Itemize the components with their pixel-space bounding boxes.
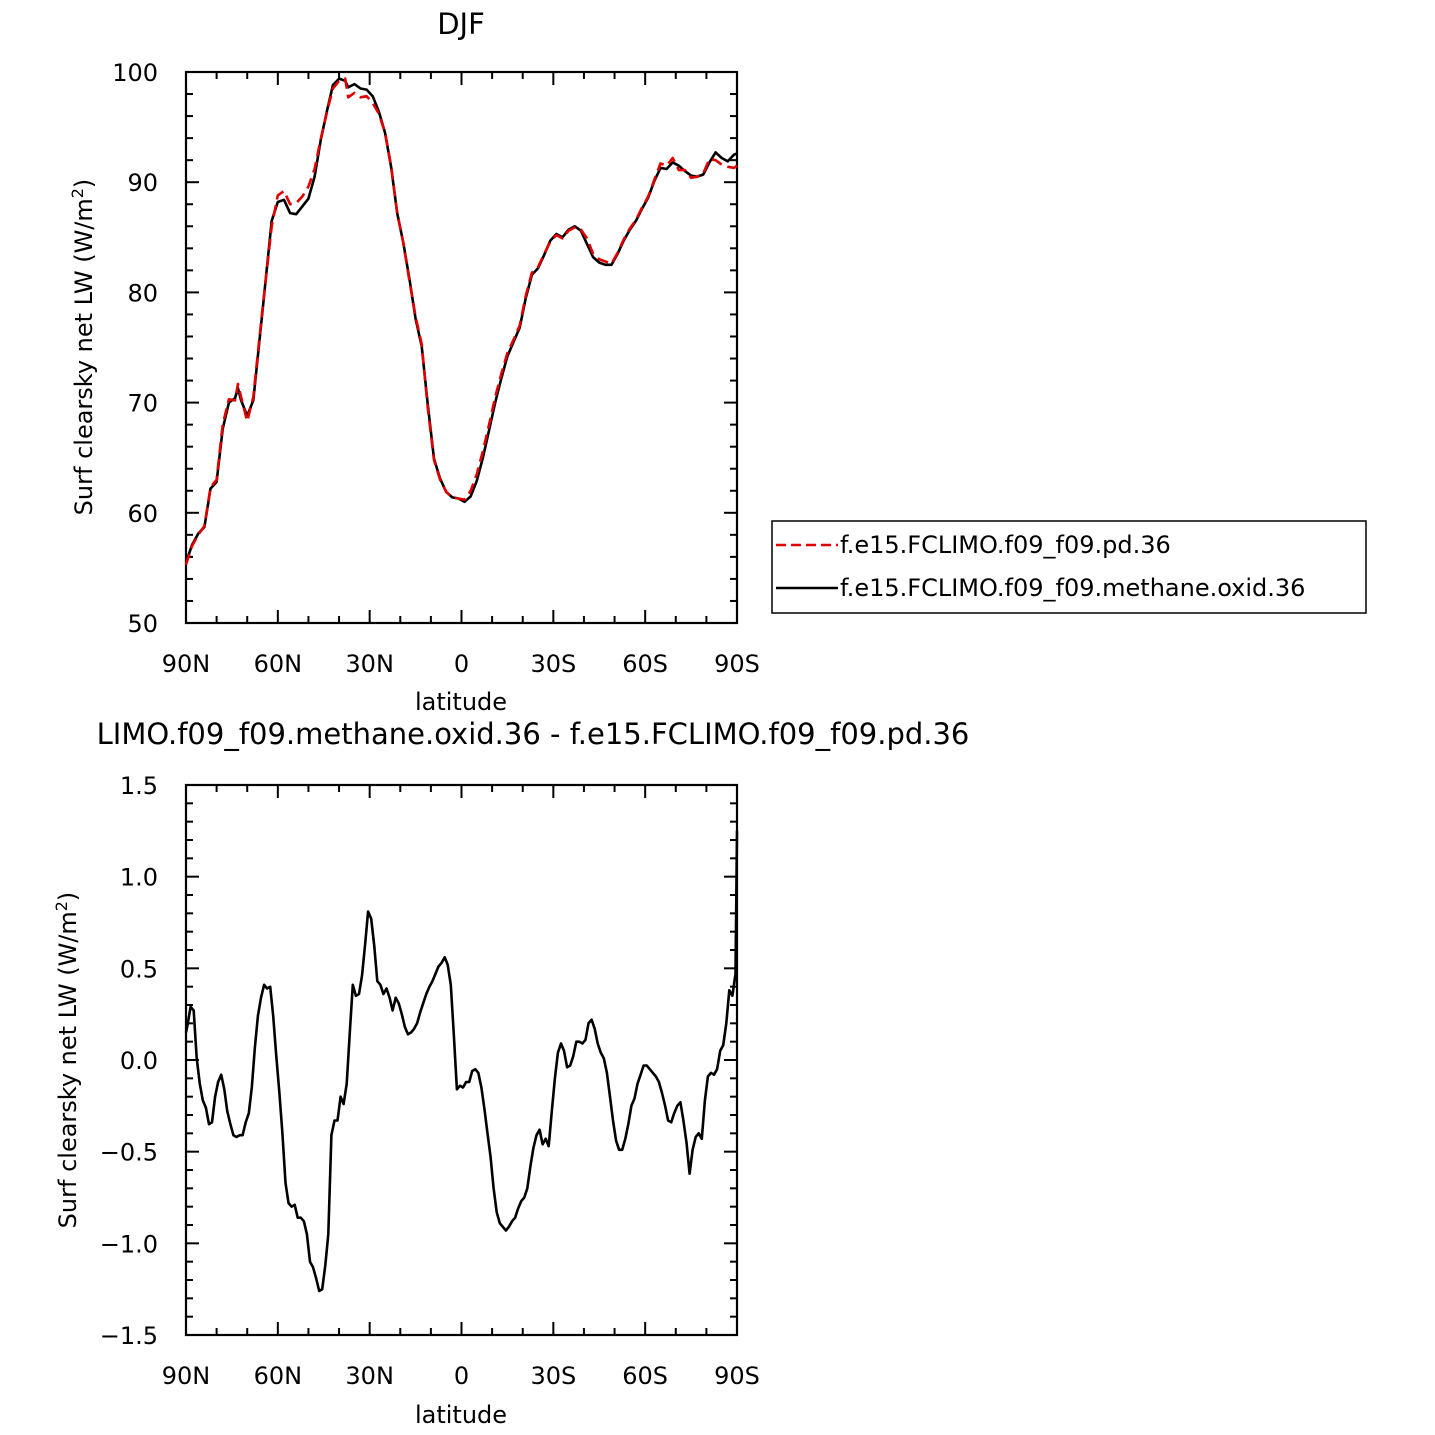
difference-xlabel: latitude [415, 1401, 507, 1429]
difference-xtick-label: 60N [254, 1362, 303, 1390]
djf-plot: 90N 60N 30N 0 30S 60S 90S 50 60 70 80 90 100 [112, 59, 760, 678]
djf-ytick-label: 90 [127, 169, 158, 197]
difference-ylabel: Surf clearsky net LW (W/m2) [52, 892, 83, 1229]
djf-xtick-label: 30N [345, 650, 394, 678]
difference-ytick-label: −0.5 [100, 1139, 158, 1167]
legend-label-pd: f.e15.FCLIMO.f09_f09.pd.36 [840, 531, 1171, 559]
difference-ytick-label: −1.0 [100, 1230, 158, 1258]
difference-ytick-label: 1.5 [120, 772, 158, 800]
djf-ylabel-suffix: ) [70, 179, 98, 188]
difference-ytick-label: 1.0 [120, 864, 158, 892]
djf-panel: DJF 90N 60N 30N 0 30S 60S 90S 50 60 70 80 90 100 lat… [68, 7, 760, 716]
djf-ylabel-prefix: Surf clearsky net LW (W/m [70, 198, 98, 515]
djf-ytick-label: 80 [127, 279, 158, 307]
difference-panel: LIMO.f09_f09.methane.oxid.36 - f.e15.FCL… [52, 717, 970, 1429]
difference-title: LIMO.f09_f09.methane.oxid.36 - f.e15.FCL… [97, 717, 970, 751]
difference-xtick-label: 90N [162, 1362, 211, 1390]
legend: f.e15.FCLIMO.f09_f09.pd.36 f.e15.FCLIMO.… [771, 520, 1367, 614]
difference-ylabel-prefix: Surf clearsky net LW (W/m [54, 911, 82, 1228]
difference-series-line-0 [184, 830, 739, 1293]
djf-ylabel-sup: 2 [68, 188, 87, 198]
difference-ytick-label: −1.5 [100, 1322, 158, 1350]
djf-ytick-label: 100 [112, 59, 158, 87]
djf-xlabel: latitude [415, 688, 507, 716]
difference-plot: 90N 60N 30N 0 30S 60S 90S −1.5 −1.0 −0.5 0.0 0.5 1.0… [100, 772, 760, 1390]
difference-ytick-label: 0.5 [120, 955, 158, 983]
djf-xtick-label: 90S [714, 650, 760, 678]
djf-series-line-1 [184, 77, 738, 566]
djf-xtick-label: 90N [162, 650, 211, 678]
legend-label-methane: f.e15.FCLIMO.f09_f09.methane.oxid.36 [840, 574, 1305, 602]
djf-ytick-label: 70 [127, 390, 158, 418]
legend-box [771, 520, 1367, 614]
difference-ylabel-sup: 2 [52, 901, 71, 911]
djf-xtick-label: 60S [622, 650, 668, 678]
djf-plot-frame [184, 70, 739, 625]
difference-ylabel-suffix: ) [54, 892, 82, 901]
djf-title: DJF [437, 7, 485, 41]
difference-xtick-label: 0 [454, 1362, 469, 1390]
difference-plot-frame [184, 783, 739, 1337]
difference-xtick-label: 90S [714, 1362, 760, 1390]
djf-xtick-label: 60N [254, 650, 303, 678]
difference-xtick-label: 30N [345, 1362, 394, 1390]
difference-ytick-label: 0.0 [120, 1047, 158, 1075]
djf-ytick-label: 50 [127, 610, 158, 638]
djf-xtick-label: 0 [454, 650, 469, 678]
djf-ytick-label: 60 [127, 500, 158, 528]
djf-series-line-0 [184, 77, 738, 563]
djf-ylabel: Surf clearsky net LW (W/m2) [68, 179, 99, 516]
djf-xtick-label: 30S [530, 650, 576, 678]
difference-xtick-label: 30S [530, 1362, 576, 1390]
difference-xtick-label: 60S [622, 1362, 668, 1390]
